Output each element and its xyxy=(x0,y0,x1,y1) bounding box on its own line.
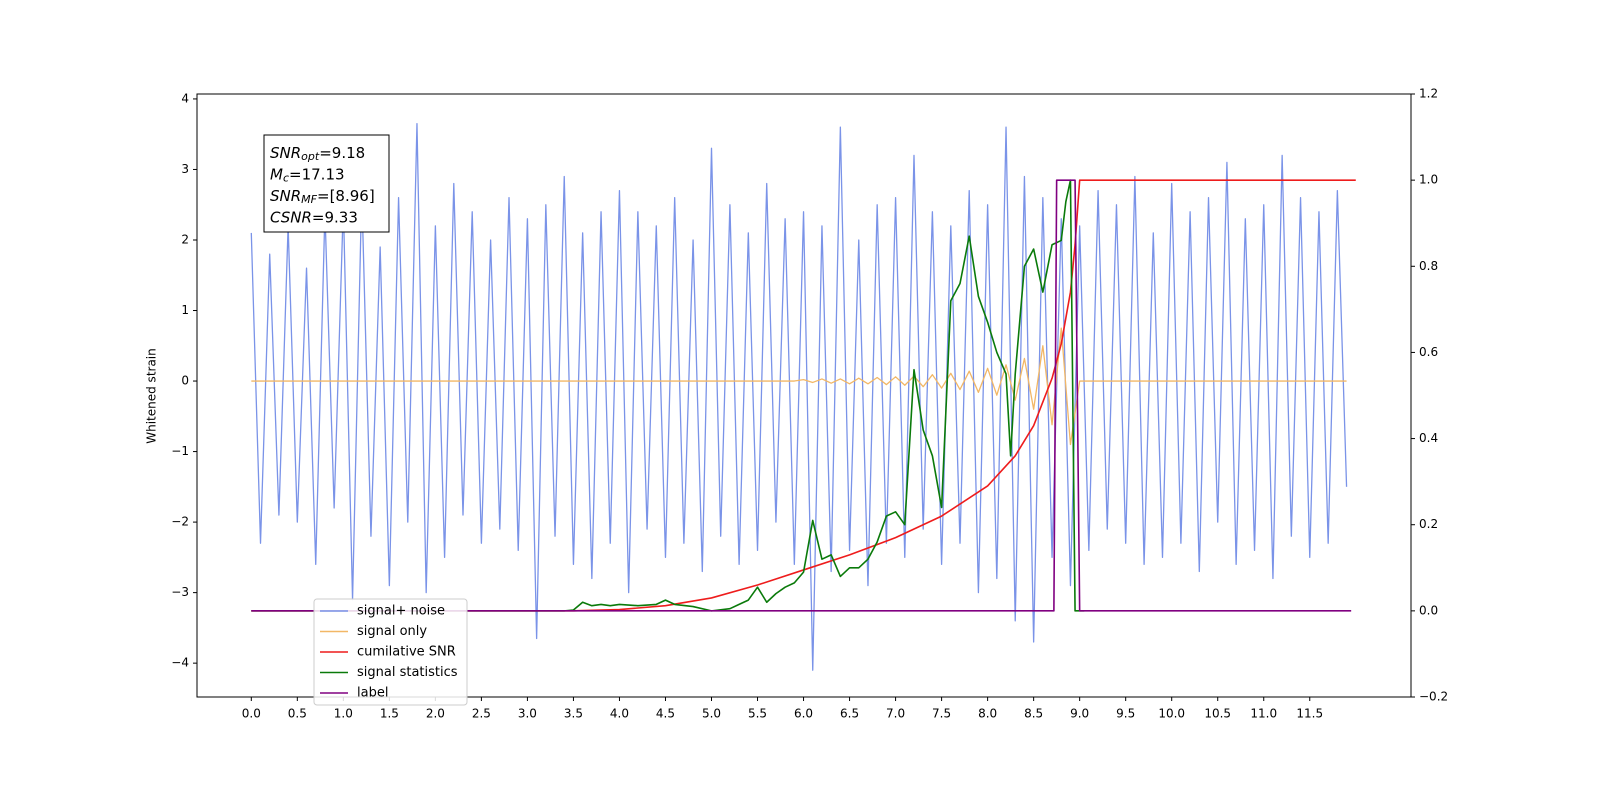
annotation-symbol: SNR xyxy=(270,187,301,205)
y2-tick-label: 0.6 xyxy=(1419,345,1438,359)
y-tick-label: 2 xyxy=(181,232,189,246)
annotation-line: CSNR=9.33 xyxy=(270,208,358,226)
x-tick-label: 11.0 xyxy=(1250,707,1277,721)
y2-tick-label: 0.2 xyxy=(1419,517,1438,531)
x-tick-label: 6.0 xyxy=(794,707,813,721)
y-tick-label: 3 xyxy=(181,162,189,176)
annotation-value: =17.13 xyxy=(289,165,345,183)
annotation-sub: MF xyxy=(301,193,317,206)
x-tick-label: 9.0 xyxy=(1070,707,1089,721)
x-tick-label: 10.5 xyxy=(1204,707,1231,721)
x-tick-label: 6.5 xyxy=(840,707,859,721)
annotation-symbol: CSNR xyxy=(270,208,312,226)
x-tick-label: 11.5 xyxy=(1296,707,1323,721)
legend: signal+ noise signal only cumilative SNR si… xyxy=(313,598,468,706)
x-tick-label: 2.5 xyxy=(472,707,491,721)
x-tick-label: 7.5 xyxy=(932,707,951,721)
annotation-symbol: SNR xyxy=(270,144,301,162)
legend-label: signal only xyxy=(357,624,427,639)
y-tick-label: 0 xyxy=(181,374,189,388)
x-tick-label: 3.0 xyxy=(518,707,537,721)
x-tick-label: 7.0 xyxy=(886,707,905,721)
annotation-sub: opt xyxy=(301,150,320,163)
series-line xyxy=(251,179,1085,612)
annotation-frame xyxy=(263,134,390,233)
series-line xyxy=(251,179,1352,612)
y-tick-label: −1 xyxy=(171,444,189,458)
series-line xyxy=(251,327,1347,446)
x-tick-label: 8.5 xyxy=(1024,707,1043,721)
x-tick-label: 4.0 xyxy=(610,707,629,721)
annotation-value: =9.18 xyxy=(319,144,365,162)
annotation-sub: c xyxy=(283,172,289,185)
x-tick-label: 3.5 xyxy=(564,707,583,721)
x-tick-label: 0.5 xyxy=(288,707,307,721)
annotation-line: SNRopt=9.18 xyxy=(270,144,365,164)
annotation-symbol: M xyxy=(270,165,283,183)
x-tick-label: 8.0 xyxy=(978,707,997,721)
x-tick-label: 5.0 xyxy=(702,707,721,721)
series-line xyxy=(250,122,1348,671)
y-tick-label: −4 xyxy=(171,656,189,670)
x-tick-label: 2.0 xyxy=(426,707,445,721)
y-tick-label: −2 xyxy=(171,515,189,529)
annotation-line: Mc=17.13 xyxy=(270,165,345,185)
y-axis-label: Whitened strain xyxy=(145,348,159,444)
y-tick-label: 4 xyxy=(181,91,189,105)
annotation-value: =9.33 xyxy=(312,208,358,226)
y-tick-label: 1 xyxy=(181,303,189,317)
y2-tick-label: 1.2 xyxy=(1419,87,1438,101)
legend-label: signal statistics xyxy=(357,665,458,680)
y2-tick-label: 0.0 xyxy=(1419,603,1438,617)
y2-tick-label: −0.2 xyxy=(1419,690,1448,704)
legend-label: label xyxy=(357,686,388,701)
annotation-line: SNRMF=[8.96] xyxy=(270,187,375,207)
legend-label: signal+ noise xyxy=(357,604,445,619)
y2-tick-label: 0.4 xyxy=(1419,431,1438,445)
x-tick-label: 4.5 xyxy=(656,707,675,721)
legend-label: cumilative SNR xyxy=(357,645,456,660)
x-tick-label: 1.0 xyxy=(334,707,353,721)
y-tick-label: −3 xyxy=(171,585,189,599)
x-tick-label: 5.5 xyxy=(748,707,767,721)
y2-tick-label: 1.0 xyxy=(1419,173,1438,187)
x-tick-label: 0.0 xyxy=(242,707,261,721)
legend-frame xyxy=(313,598,468,706)
annotation-value: =[8.96] xyxy=(317,187,375,205)
x-tick-label: 9.5 xyxy=(1116,707,1135,721)
x-tick-label: 10.0 xyxy=(1158,707,1185,721)
x-tick-label: 1.5 xyxy=(380,707,399,721)
series-line xyxy=(251,179,1356,612)
y2-tick-label: 0.8 xyxy=(1419,259,1438,273)
